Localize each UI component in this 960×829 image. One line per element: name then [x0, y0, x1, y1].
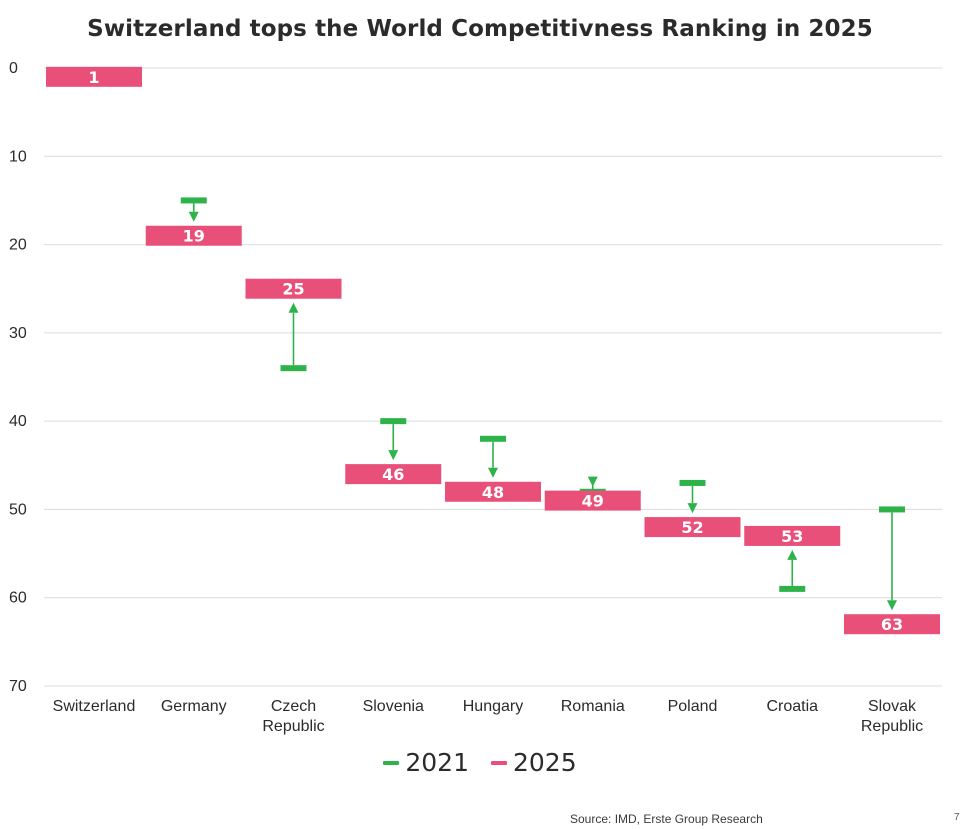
bar-2025-slovenia — [345, 464, 442, 485]
y-tick-label-50: 50 — [9, 501, 27, 518]
bar-2025-croatia — [744, 525, 841, 546]
legend-item-2025: 2025 — [491, 748, 577, 777]
x-tick-label-switzerland: Switzerland — [53, 698, 136, 715]
page-number: 7 — [954, 812, 960, 823]
data-label-2025-switzerland: 1 — [88, 68, 99, 87]
bar-2025-switzerland — [46, 66, 142, 87]
y-tick-label-10: 10 — [9, 148, 27, 165]
x-tick-line-slovak-republic-0: Slovak — [868, 698, 917, 715]
marker-2021-czech-republic — [280, 365, 307, 372]
marker-2021-germany — [180, 197, 207, 204]
arrow-head-slovak-republic — [887, 600, 897, 611]
bar-2025-czech-republic — [245, 278, 342, 299]
bar-2025-poland — [644, 517, 741, 538]
chart-legend: 2021 2025 — [0, 748, 960, 777]
x-tick-label-hungary: Hungary — [463, 698, 523, 715]
bar-2025-germany — [145, 225, 242, 246]
y-tick-label-70: 70 — [9, 678, 27, 695]
x-tick-line-romania-0: Romania — [561, 698, 625, 715]
x-tick-line-czech-republic-0: Czech — [271, 698, 316, 715]
y-tick-label-30: 30 — [9, 325, 27, 342]
legend-swatch-2025 — [491, 760, 507, 765]
x-tick-line-slovenia-0: Slovenia — [363, 698, 424, 715]
arrow-head-hungary — [488, 467, 498, 478]
ranking-chart: 0 10 20 30 40 50 60 70 1 19 25 46 48 49 52 53 63 Switze… — [9, 60, 942, 735]
y-tick-label-20: 20 — [9, 237, 27, 254]
y-tick-label-60: 60 — [9, 590, 27, 607]
source-note: Source: IMD, Erste Group Research — [570, 812, 763, 826]
x-tick-line-slovak-republic-1: Republic — [861, 718, 923, 735]
arrow-head-romania — [587, 476, 598, 487]
grid-lines — [44, 67, 942, 687]
bar-2025-hungary — [445, 481, 541, 502]
x-tick-label-czech-republic: Czech Republic — [262, 698, 324, 735]
bar-2025-slovak-republic — [844, 614, 940, 635]
marker-2021-slovak-republic — [879, 506, 905, 513]
x-tick-line-czech-republic-1: Republic — [262, 718, 324, 735]
data-label-2025-slovenia: 46 — [382, 465, 404, 484]
y-tick-label-40: 40 — [9, 413, 27, 430]
legend-swatch-2021 — [383, 760, 400, 765]
arrow-head-germany — [188, 211, 199, 222]
x-tick-line-poland-0: Poland — [668, 698, 718, 715]
data-label-2025-poland: 52 — [681, 518, 703, 537]
legend-label-2021: 2021 — [405, 748, 469, 777]
x-tick-label-croatia: Croatia — [766, 698, 818, 715]
x-tick-line-croatia-0: Croatia — [766, 698, 818, 715]
x-tick-line-hungary-0: Hungary — [463, 698, 523, 715]
bar-2025-romania — [544, 490, 641, 511]
data-label-2025-romania: 49 — [582, 492, 604, 511]
x-tick-label-germany: Germany — [161, 698, 227, 715]
arrow-head-poland — [687, 503, 698, 514]
x-tick-label-slovenia: Slovenia — [363, 698, 424, 715]
y-tick-label-0: 0 — [9, 60, 18, 77]
data-label-2025-slovak-republic: 63 — [881, 615, 903, 634]
marker-2021-slovenia — [380, 418, 407, 425]
arrow-head-slovenia — [388, 450, 399, 461]
x-tick-label-romania: Romania — [561, 698, 625, 715]
x-tick-label-poland: Poland — [668, 698, 718, 715]
data-label-2025-croatia: 53 — [781, 527, 803, 546]
x-axis-labels: Switzerland Germany Czech Republic Slovenia H… — [53, 698, 923, 735]
marker-2021-croatia — [779, 585, 806, 592]
data-label-2025-czech-republic: 25 — [282, 280, 304, 299]
legend-label-2025: 2025 — [513, 748, 577, 777]
x-tick-line-germany-0: Germany — [161, 698, 227, 715]
legend-item-2021: 2021 — [383, 748, 469, 777]
data-label-2025-germany: 19 — [183, 227, 205, 246]
y-axis-ticks: 0 10 20 30 40 50 60 70 — [9, 60, 27, 695]
arrow-head-croatia — [787, 549, 798, 560]
marker-2021-poland — [679, 479, 706, 486]
x-tick-line-switzerland-0: Switzerland — [53, 698, 136, 715]
data-label-2025-hungary: 48 — [482, 483, 504, 502]
series-2025-bars: 1 19 25 46 48 49 52 53 63 — [46, 66, 940, 635]
chart-title: Switzerland tops the World Competitivnes… — [87, 16, 873, 42]
arrow-head-czech-republic — [288, 302, 299, 313]
x-tick-label-slovak-republic: Slovak Republic — [861, 698, 923, 735]
marker-2021-hungary — [480, 435, 506, 442]
